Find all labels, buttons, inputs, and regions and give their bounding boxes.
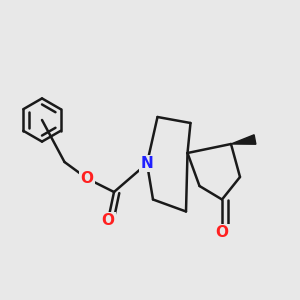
Text: O: O — [215, 225, 229, 240]
Polygon shape — [231, 135, 256, 144]
Text: O: O — [101, 213, 115, 228]
Text: O: O — [80, 171, 94, 186]
Text: N: N — [141, 156, 153, 171]
